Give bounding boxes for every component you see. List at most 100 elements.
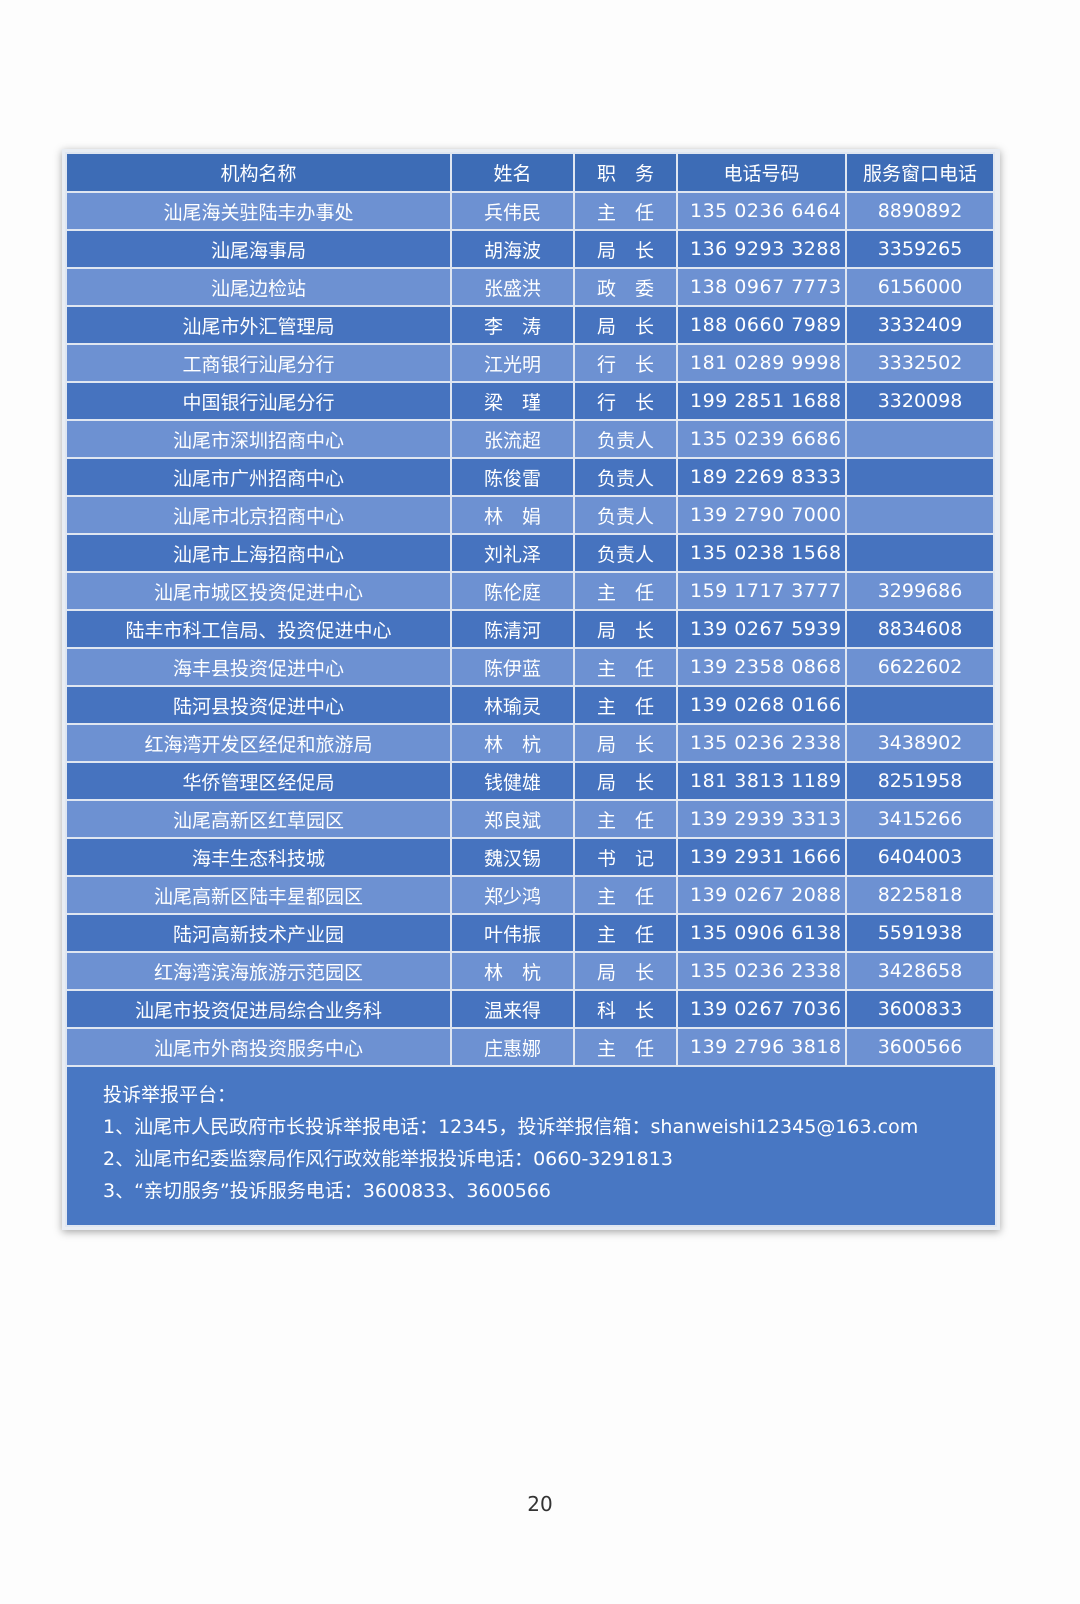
service-phone-cell: 8834608 <box>845 609 995 649</box>
service-phone-cell: 3415266 <box>845 799 995 839</box>
table-row: 汕尾市外商投资服务中心 庄惠娜主 任 139 2796 3818 3600566 <box>65 1027 995 1067</box>
person-name-cell: 张盛洪 <box>450 267 575 307</box>
table-row: 汕尾市外汇管理局李 涛局 长 188 0660 7989 3332409 <box>65 305 995 345</box>
phone-cell: 135 0236 2338 <box>676 951 847 991</box>
table-row: 汕尾市广州招商中心 陈俊雷 负责人 189 2269 8333 <box>65 457 995 497</box>
org-name-cell: 海丰县投资促进中心 <box>65 647 452 687</box>
phone-cell: 135 0239 6686 <box>676 419 847 459</box>
service-phone-cell: 3359265 <box>845 229 995 269</box>
service-phone-cell: 6156000 <box>845 267 995 307</box>
table-row: 红海湾开发区经促和旅游局林 杭局 长 135 0236 2338 3438902 <box>65 723 995 763</box>
phone-cell: 159 1717 3777 <box>676 571 847 611</box>
service-phone-cell: 8251958 <box>845 761 995 801</box>
org-name-cell: 汕尾市上海招商中心 <box>65 533 452 573</box>
position-cell: 科 长 <box>573 989 678 1029</box>
org-name-cell: 汕尾市投资促进局综合业务科 <box>65 989 452 1029</box>
org-name-cell: 汕尾海事局 <box>65 229 452 269</box>
person-name-cell: 陈俊雷 <box>450 457 575 497</box>
phone-cell: 199 2851 1688 <box>676 381 847 421</box>
position-cell: 局 长 <box>573 229 678 269</box>
person-name-cell: 庄惠娜 <box>450 1027 575 1067</box>
org-name-cell: 工商银行汕尾分行 <box>65 343 452 383</box>
phone-cell: 139 2931 1666 <box>676 837 847 877</box>
phone-cell: 135 0236 6464 <box>676 191 847 231</box>
org-name-cell: 红海湾开发区经促和旅游局 <box>65 723 452 763</box>
org-name-cell: 汕尾海关驻陆丰办事处 <box>65 191 452 231</box>
org-name-cell: 汕尾市外商投资服务中心 <box>65 1027 452 1067</box>
org-name-cell: 汕尾边检站 <box>65 267 452 307</box>
table-row: 汕尾边检站 张盛洪政 委 138 0967 7773 6156000 <box>65 267 995 307</box>
table-row: 陆河高新技术产业园 叶伟振主 任 135 0906 6138 5591938 <box>65 913 995 953</box>
position-cell: 局 长 <box>573 723 678 763</box>
phone-cell: 136 9293 3288 <box>676 229 847 269</box>
position-cell: 局 长 <box>573 761 678 801</box>
service-phone-cell: 3600566 <box>845 1027 995 1067</box>
org-name-cell: 汕尾高新区红草园区 <box>65 799 452 839</box>
position-cell: 主 任 <box>573 1027 678 1067</box>
header-service-phone: 服务窗口电话 <box>845 152 995 193</box>
table-row: 陆丰市科工信局、投资促进中心 陈清河局 长 139 0267 5939 8834608 <box>65 609 995 649</box>
table-row: 汕尾市投资促进局综合业务科 温来得科 长 139 0267 7036 3600833 <box>65 989 995 1029</box>
person-name-cell: 陈伊蓝 <box>450 647 575 687</box>
position-cell: 局 长 <box>573 609 678 649</box>
phone-cell: 139 0268 0166 <box>676 685 847 725</box>
person-name-cell: 郑良斌 <box>450 799 575 839</box>
person-name-cell: 兵伟民 <box>450 191 575 231</box>
org-name-cell: 汕尾市深圳招商中心 <box>65 419 452 459</box>
service-phone-cell: 8890892 <box>845 191 995 231</box>
service-phone-cell <box>845 419 995 459</box>
phone-cell: 135 0906 6138 <box>676 913 847 953</box>
table-row: 汕尾高新区陆丰星都园区 郑少鸿主 任 139 0267 2088 8225818 <box>65 875 995 915</box>
header-phone: 电话号码 <box>676 152 847 193</box>
table-row: 工商银行汕尾分行 江光明行 长 181 0289 9998 3332502 <box>65 343 995 383</box>
person-name-cell: 林 娟 <box>450 495 575 535</box>
phone-cell: 139 0267 7036 <box>676 989 847 1029</box>
service-phone-cell: 6622602 <box>845 647 995 687</box>
position-cell: 主 任 <box>573 647 678 687</box>
person-name-cell: 郑少鸿 <box>450 875 575 915</box>
person-name-cell: 张流超 <box>450 419 575 459</box>
person-name-cell: 叶伟振 <box>450 913 575 953</box>
person-name-cell: 梁 瑾 <box>450 381 575 421</box>
position-cell: 主 任 <box>573 571 678 611</box>
phone-cell: 181 0289 9998 <box>676 343 847 383</box>
service-phone-cell <box>845 533 995 573</box>
person-name-cell: 温来得 <box>450 989 575 1029</box>
service-phone-cell: 6404003 <box>845 837 995 877</box>
org-name-cell: 汕尾高新区陆丰星都园区 <box>65 875 452 915</box>
position-cell: 书 记 <box>573 837 678 877</box>
contact-table: 机构名称 姓名 职 务 电话号码 服务窗口电话 汕尾海关驻陆丰办事处 兵伟民主 任… <box>65 152 995 1067</box>
service-phone-cell <box>845 457 995 497</box>
table-row: 汕尾高新区红草园区 郑良斌主 任 139 2939 3313 3415266 <box>65 799 995 839</box>
table-row: 海丰生态科技城 魏汉锡书 记 139 2931 1666 6404003 <box>65 837 995 877</box>
person-name-cell: 刘礼泽 <box>450 533 575 573</box>
position-cell: 行 长 <box>573 343 678 383</box>
table-row: 汕尾市北京招商中心林 娟负责人 139 2790 7000 <box>65 495 995 535</box>
position-cell: 主 任 <box>573 913 678 953</box>
phone-cell: 139 2796 3818 <box>676 1027 847 1067</box>
phone-cell: 139 2358 0868 <box>676 647 847 687</box>
person-name-cell: 钱健雄 <box>450 761 575 801</box>
header-name: 姓名 <box>450 152 575 193</box>
phone-cell: 138 0967 7773 <box>676 267 847 307</box>
table-row: 汕尾市上海招商中心 刘礼泽 负责人 135 0238 1568 <box>65 533 995 573</box>
table-row: 汕尾海关驻陆丰办事处 兵伟民主 任 135 0236 6464 8890892 <box>65 191 995 231</box>
position-cell: 负责人 <box>573 419 678 459</box>
org-name-cell: 陆丰市科工信局、投资促进中心 <box>65 609 452 649</box>
service-phone-cell: 5591938 <box>845 913 995 953</box>
header-org: 机构名称 <box>65 152 452 193</box>
org-name-cell: 陆河县投资促进中心 <box>65 685 452 725</box>
person-name-cell: 陈清河 <box>450 609 575 649</box>
table-row: 华侨管理区经促局 钱健雄局 长 181 3813 1189 8251958 <box>65 761 995 801</box>
org-name-cell: 红海湾滨海旅游示范园区 <box>65 951 452 991</box>
service-phone-cell: 3332409 <box>845 305 995 345</box>
person-name-cell: 胡海波 <box>450 229 575 269</box>
service-phone-cell: 3600833 <box>845 989 995 1029</box>
org-name-cell: 汕尾市城区投资促进中心 <box>65 571 452 611</box>
position-cell: 局 长 <box>573 951 678 991</box>
table-row: 汕尾市深圳招商中心 张流超 负责人 135 0239 6686 <box>65 419 995 459</box>
org-name-cell: 陆河高新技术产业园 <box>65 913 452 953</box>
position-cell: 负责人 <box>573 457 678 497</box>
position-cell: 主 任 <box>573 875 678 915</box>
service-phone-cell: 3299686 <box>845 571 995 611</box>
